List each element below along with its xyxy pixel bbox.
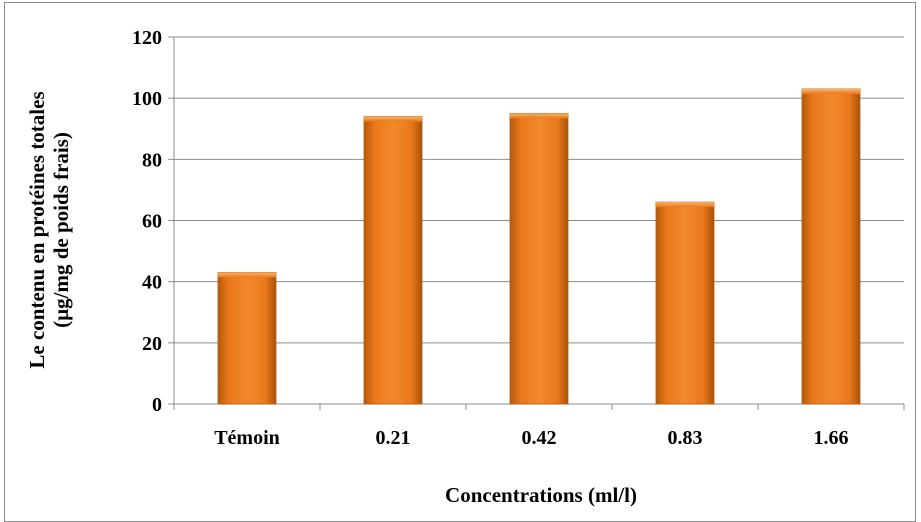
bar-0.83: [655, 201, 715, 405]
bar-cap: [510, 113, 568, 119]
x-tick-label: 0.42: [522, 427, 557, 449]
chart-frame: [4, 2, 916, 522]
y-tick-label: 60: [142, 211, 162, 233]
gridlines: [174, 36, 904, 344]
y-tick-label: 20: [142, 333, 162, 355]
bar: [217, 272, 277, 405]
bars: [217, 88, 861, 405]
y-tick-labels: 0 20 40 60 80 100 120: [132, 27, 162, 416]
bar-cap: [656, 202, 714, 208]
y-axis-title-line1: Le contenu en protéines totales: [25, 91, 49, 368]
bar-cap: [218, 272, 276, 278]
bar: [801, 88, 861, 405]
x-axis-title: Concentrations (ml/l): [445, 483, 637, 507]
bar-cap: [802, 88, 860, 94]
bar: [509, 113, 569, 405]
x-tick-label: 1.66: [814, 427, 849, 449]
bar-0.42: [509, 113, 569, 405]
y-tick-label: 40: [142, 272, 162, 294]
x-tick-label: Témoin: [214, 427, 280, 449]
y-tick-label: 0: [152, 394, 162, 416]
bar: [363, 116, 423, 405]
y-tick-label: 80: [142, 149, 162, 171]
bar-Témoin: [217, 272, 277, 405]
bar-0.21: [363, 116, 423, 405]
bar-cap: [364, 116, 422, 122]
x-tick-labels: Témoin 0.21 0.42 0.83 1.66: [214, 427, 848, 449]
bar: [655, 201, 715, 405]
bar-1.66: [801, 88, 861, 405]
y-tick-label: 120: [132, 27, 162, 49]
y-axis-title-line2: (µg/mg de poids frais): [49, 132, 73, 328]
x-tick-label: 0.21: [376, 427, 411, 449]
y-tick-label: 100: [132, 88, 162, 110]
x-tick-label: 0.83: [668, 427, 703, 449]
